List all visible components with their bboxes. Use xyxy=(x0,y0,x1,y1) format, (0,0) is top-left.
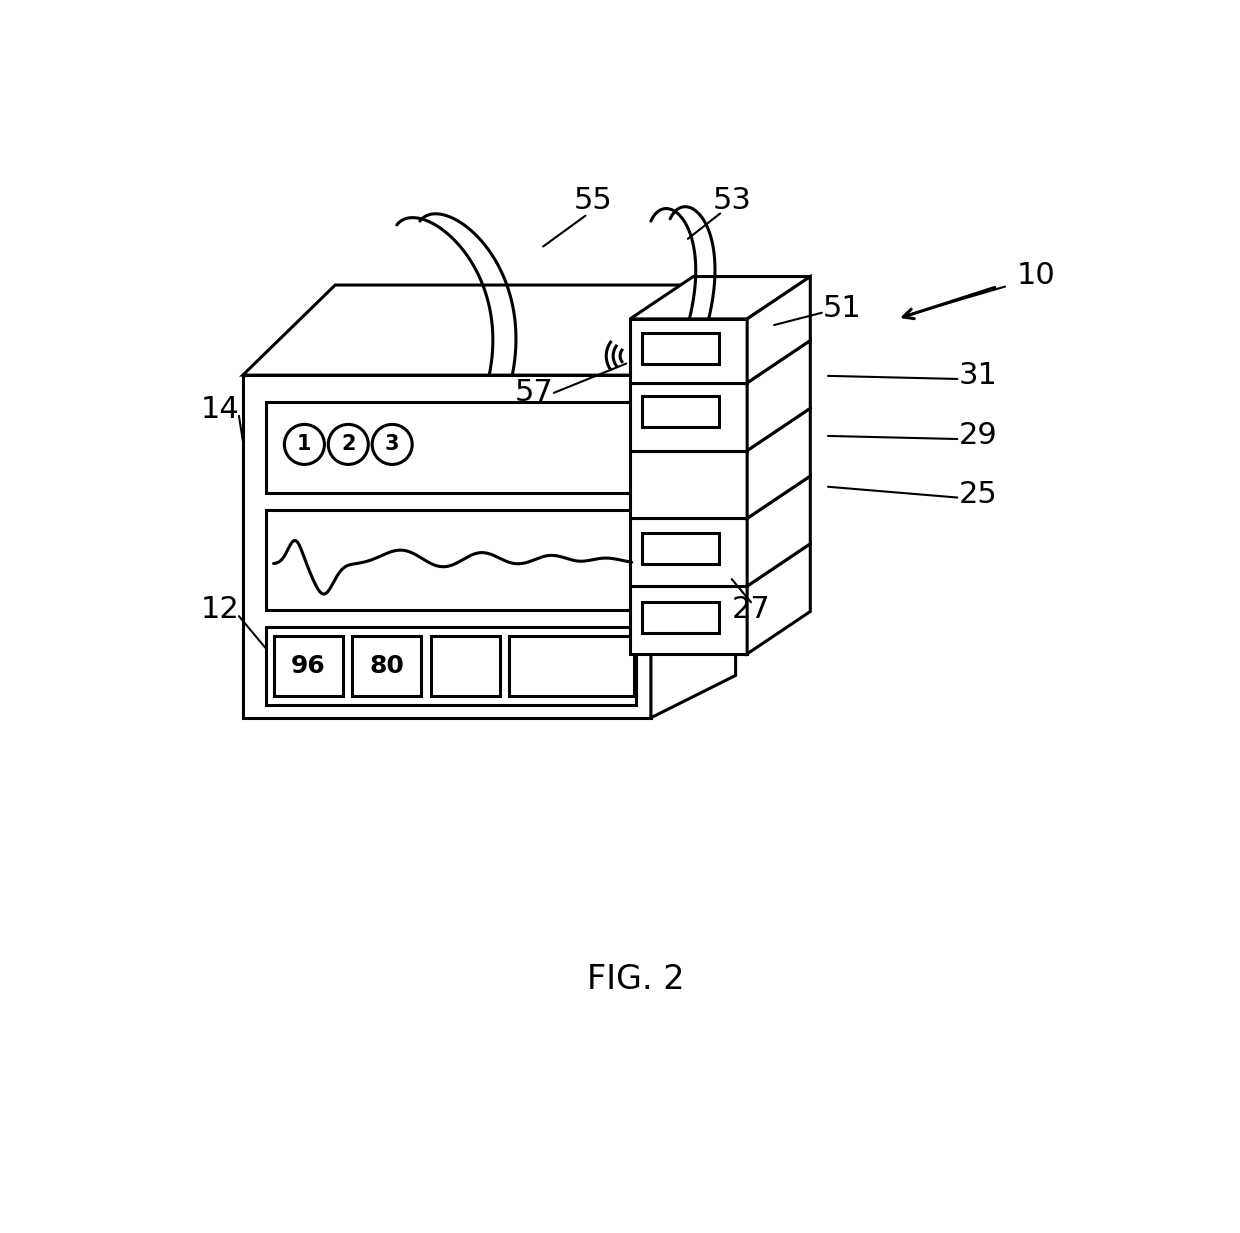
Text: 29: 29 xyxy=(959,422,997,450)
Text: 12: 12 xyxy=(201,596,239,624)
Text: 14: 14 xyxy=(201,396,239,424)
Polygon shape xyxy=(748,276,810,382)
Text: 1: 1 xyxy=(298,434,311,455)
Text: 10: 10 xyxy=(1017,260,1055,290)
Text: 53: 53 xyxy=(712,186,751,215)
Polygon shape xyxy=(630,408,810,450)
Bar xyxy=(430,636,500,697)
Polygon shape xyxy=(630,276,810,319)
Polygon shape xyxy=(630,476,810,518)
Bar xyxy=(274,636,343,697)
Bar xyxy=(630,586,748,653)
Text: 25: 25 xyxy=(959,480,997,509)
Polygon shape xyxy=(651,285,735,718)
Bar xyxy=(641,396,719,427)
Bar xyxy=(630,319,748,382)
Polygon shape xyxy=(630,340,810,382)
Bar xyxy=(630,382,748,450)
Bar xyxy=(641,602,719,633)
Text: 55: 55 xyxy=(574,186,613,215)
Bar xyxy=(243,375,651,718)
Text: 80: 80 xyxy=(370,655,404,678)
Bar xyxy=(265,402,635,493)
Text: 3: 3 xyxy=(384,434,399,455)
Polygon shape xyxy=(748,544,810,653)
Bar xyxy=(630,450,748,518)
Polygon shape xyxy=(630,544,810,586)
Text: 57: 57 xyxy=(515,379,553,407)
Text: 51: 51 xyxy=(822,293,862,323)
Text: FIG. 2: FIG. 2 xyxy=(587,963,684,996)
Bar xyxy=(641,333,719,364)
Bar xyxy=(352,636,422,697)
Text: 96: 96 xyxy=(291,655,326,678)
Polygon shape xyxy=(243,285,735,375)
Bar xyxy=(641,533,719,563)
Text: 2: 2 xyxy=(341,434,356,455)
Polygon shape xyxy=(748,476,810,586)
Bar xyxy=(265,510,635,610)
Polygon shape xyxy=(748,340,810,450)
Text: 27: 27 xyxy=(732,596,770,624)
Polygon shape xyxy=(748,408,810,518)
Bar xyxy=(265,626,635,705)
Bar xyxy=(510,636,634,697)
Bar xyxy=(630,518,748,586)
Text: 31: 31 xyxy=(959,361,998,391)
